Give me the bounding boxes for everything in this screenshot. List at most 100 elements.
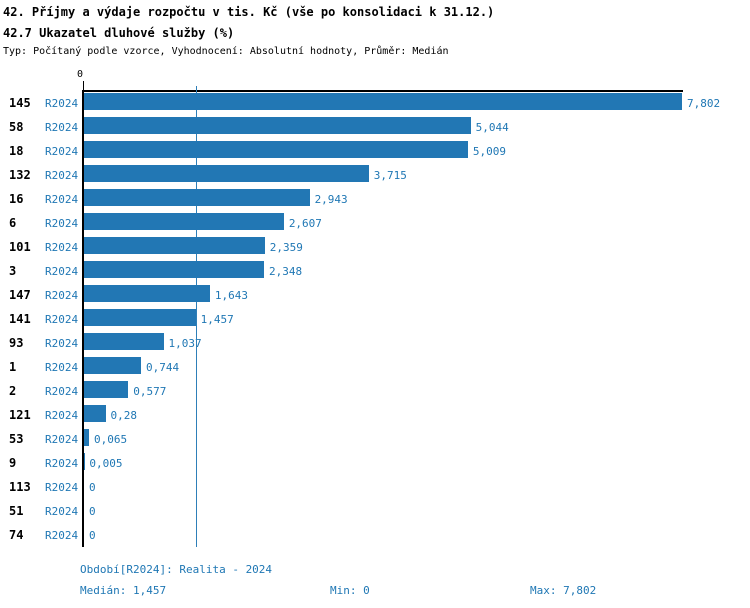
- bar: [84, 165, 369, 182]
- bar-value-label: 0,744: [146, 361, 180, 374]
- bar: [84, 381, 129, 398]
- row-category-label: 132: [9, 168, 31, 182]
- row-series-label: R2024: [45, 361, 79, 374]
- row-category-label: 2: [9, 384, 17, 398]
- x-axis-zero-tick-mark: [83, 81, 84, 91]
- row-series-label: R2024: [45, 121, 79, 134]
- bar-value-label: 2,359: [269, 241, 303, 254]
- bar-value-label: 0: [89, 505, 96, 518]
- row-series-label: R2024: [45, 97, 79, 110]
- bar: [84, 141, 468, 158]
- row-series-label: R2024: [45, 145, 79, 158]
- row-series-label: R2024: [45, 505, 79, 518]
- bar-row: 121 R2024 0,28: [0, 404, 750, 428]
- bar: [84, 261, 264, 278]
- footer-min-label: Min: 0: [330, 584, 370, 597]
- bar: [84, 189, 310, 206]
- bar-value-label: 2,348: [268, 265, 303, 278]
- row-series-label: R2024: [45, 433, 79, 446]
- bar-row: 2 R2024 0,577: [0, 380, 750, 404]
- bar-value-label: 1,037: [168, 337, 202, 350]
- bar-row: 132 R2024 3,715: [0, 164, 750, 188]
- bar-row: 53 R2024 0,065: [0, 428, 750, 452]
- bar-row: 16 R2024 2,943: [0, 188, 750, 212]
- footer-max-label: Max: 7,802: [530, 584, 597, 597]
- bar: [84, 333, 164, 350]
- bar-value-label: 3,715: [373, 169, 407, 182]
- bar-row: 147 R2024 1,643: [0, 284, 750, 308]
- bar-row: 145 R2024 7,802: [0, 92, 750, 116]
- bar-row: 58 R2024 5,044: [0, 116, 750, 140]
- x-axis-line: [83, 90, 683, 92]
- row-series-label: R2024: [45, 409, 79, 422]
- row-category-label: 53: [9, 432, 24, 446]
- chart-subtitle: Typ: Počítaný podle vzorce, Vyhodnocení:…: [3, 46, 449, 57]
- chart-title-line1: 42. Příjmy a výdaje rozpočtu v tis. Kč (…: [3, 5, 495, 19]
- bar-value-label: 2,943: [314, 193, 348, 206]
- bar: [84, 357, 141, 374]
- row-series-label: R2024: [45, 481, 79, 494]
- median-reference-line: [196, 86, 197, 547]
- bar: [84, 309, 196, 326]
- row-category-label: 101: [9, 240, 31, 254]
- row-category-label: 1: [9, 360, 17, 374]
- bar-row: 51 R2024 0: [0, 500, 750, 524]
- row-series-label: R2024: [45, 169, 79, 182]
- bar: [84, 213, 284, 230]
- bar-value-label: 0,577: [133, 385, 167, 398]
- bar-value-label: 1,643: [214, 289, 249, 302]
- row-series-label: R2024: [45, 385, 79, 398]
- bar-row: 3 R2024 2,348: [0, 260, 750, 284]
- row-series-label: R2024: [45, 193, 79, 206]
- row-series-label: R2024: [45, 457, 79, 470]
- row-category-label: 141: [9, 312, 31, 326]
- footer-median-label: Medián: 1,457: [80, 584, 167, 597]
- bar: [84, 405, 106, 422]
- row-category-label: 6: [9, 216, 17, 230]
- row-category-label: 113: [9, 480, 31, 494]
- row-series-label: R2024: [45, 241, 79, 254]
- row-category-label: 93: [9, 336, 24, 350]
- row-category-label: 18: [9, 144, 24, 158]
- bar-rows-container: 145 R2024 7,802 58 R2024 5,044 18 R2024 …: [0, 92, 750, 548]
- bar-value-label: 5,044: [475, 121, 509, 134]
- bar-value-label: 1,457: [200, 313, 234, 326]
- bar-value-label: 5,009: [472, 145, 507, 158]
- row-category-label: 9: [9, 456, 17, 470]
- row-series-label: R2024: [45, 313, 79, 326]
- bar-row: 18 R2024 5,009: [0, 140, 750, 164]
- bar-row: 93 R2024 1,037: [0, 332, 750, 356]
- bar-value-label: 0,28: [110, 409, 137, 422]
- row-category-label: 58: [9, 120, 24, 134]
- bar: [84, 93, 682, 110]
- bar: [84, 117, 471, 134]
- bar-value-label: 0: [89, 481, 96, 494]
- row-category-label: 74: [9, 528, 24, 542]
- row-category-label: 147: [9, 288, 31, 302]
- bar-row: 141 R2024 1,457: [0, 308, 750, 332]
- bar-row: 1 R2024 0,744: [0, 356, 750, 380]
- row-series-label: R2024: [45, 217, 79, 230]
- row-series-label: R2024: [45, 265, 79, 278]
- row-category-label: 16: [9, 192, 24, 206]
- bar-row: 113 R2024 0: [0, 476, 750, 500]
- bar-value-label: 0: [89, 529, 96, 542]
- y-axis-line: [82, 90, 84, 547]
- bar: [84, 285, 210, 302]
- bar-value-label: 2,607: [288, 217, 322, 230]
- bar-value-label: 0,005: [89, 457, 123, 470]
- bar-row: 9 R2024 0,005: [0, 452, 750, 476]
- row-series-label: R2024: [45, 529, 79, 542]
- bar-row: 6 R2024 2,607: [0, 212, 750, 236]
- x-axis-zero-tick-label: 0: [76, 69, 84, 80]
- bar: [84, 237, 265, 254]
- row-category-label: 51: [9, 504, 24, 518]
- row-category-label: 145: [9, 96, 31, 110]
- bar-row: 101 R2024 2,359: [0, 236, 750, 260]
- footer-period-label: Období[R2024]: Realita - 2024: [80, 563, 273, 576]
- row-category-label: 121: [9, 408, 31, 422]
- row-series-label: R2024: [45, 289, 79, 302]
- bar-row: 74 R2024 0: [0, 524, 750, 548]
- chart-title-line2: 42.7 Ukazatel dluhové služby (%): [3, 26, 235, 40]
